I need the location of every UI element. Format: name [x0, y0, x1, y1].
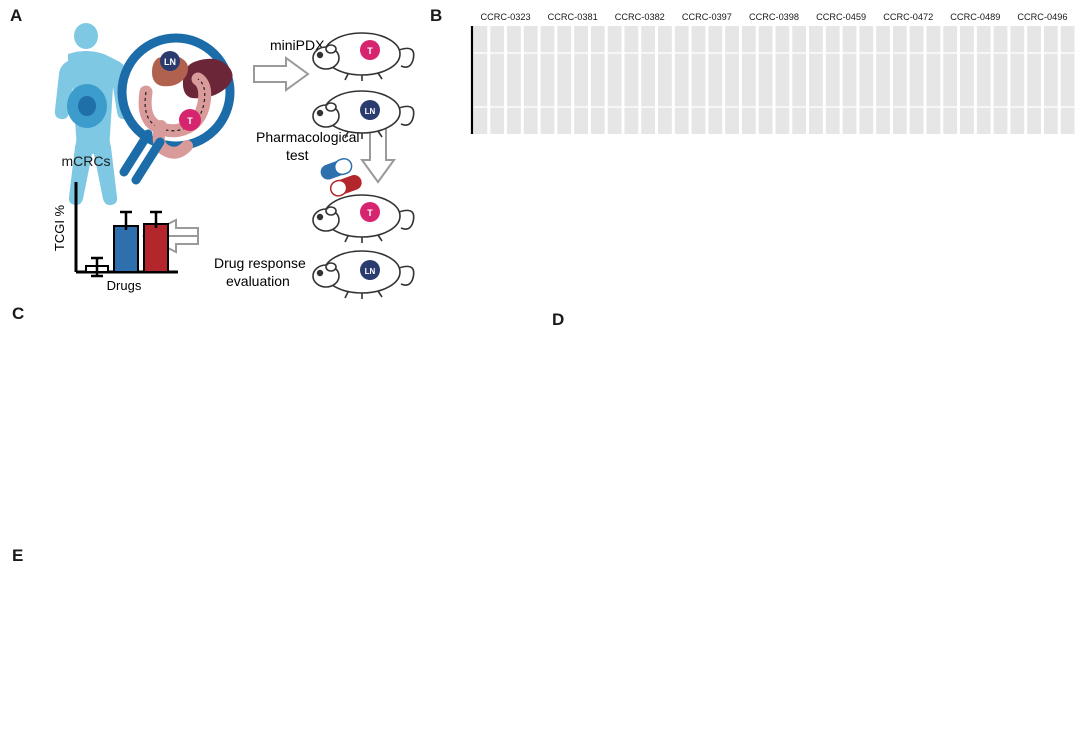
- svg-text:T: T: [187, 116, 193, 126]
- mouse-1: [312, 32, 415, 81]
- panel-a-x-label: Drugs: [107, 278, 142, 293]
- drug-resp-2: evaluation: [226, 273, 290, 289]
- mcrc-label: mCRCs: [62, 153, 111, 169]
- drug-resp-1: Drug response: [214, 255, 306, 271]
- patient-header: CCRC-0397: [682, 12, 732, 22]
- patient-header: CCRC-0459: [816, 12, 866, 22]
- patient-header: CCRC-0496: [1017, 12, 1067, 22]
- pill-icons: [320, 157, 362, 197]
- pharm-label-2: test: [286, 147, 309, 163]
- panelB-subplot-T: [470, 26, 1076, 134]
- patient-header: CCRC-0381: [548, 12, 598, 22]
- svg-text:LN: LN: [365, 107, 376, 116]
- panel-d-letter: D: [552, 310, 565, 329]
- panel-b-chart: CCRC-0323 CCRC-0381 CCRC-0382 CCRC-0397 CCRC…: [440, 8, 1076, 304]
- svg-text:LN: LN: [365, 267, 376, 276]
- svg-text:T: T: [367, 208, 373, 218]
- panel-a-letter: A: [10, 6, 23, 25]
- patient-header: CCRC-0472: [883, 12, 933, 22]
- svg-text:LN: LN: [164, 57, 176, 67]
- panel-a-schematic: mCRCs LN T miniPDX Pharmacological test …: [52, 23, 415, 299]
- patient-header: CCRC-0489: [950, 12, 1000, 22]
- panel-e-letter: E: [12, 546, 24, 565]
- minipdx-label: miniPDX: [270, 37, 325, 53]
- panel-a-minichart: TCGI % Drugs: [52, 182, 178, 293]
- panel-b-letter: B: [430, 6, 443, 25]
- panel-a-y-label: TCGI %: [52, 204, 67, 251]
- panel-e-networks: [18, 548, 1078, 750]
- patient-header: CCRC-0398: [749, 12, 799, 22]
- panel-c-letter: C: [12, 304, 25, 323]
- panel-d-heatmaps: [572, 314, 1080, 544]
- pharm-label-1: Pharmacological: [256, 129, 360, 145]
- patient-header: CCRC-0323: [481, 12, 531, 22]
- patient-header: CCRC-0382: [615, 12, 665, 22]
- svg-text:T: T: [367, 46, 373, 56]
